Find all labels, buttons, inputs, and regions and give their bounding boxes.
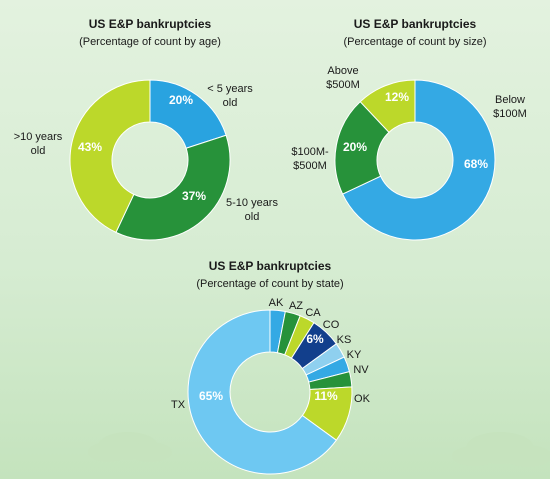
slice-value-label: 65% <box>199 389 223 403</box>
slice-label-line: KS <box>337 334 352 346</box>
donut-slice <box>115 134 231 241</box>
slice-label: KS <box>337 334 352 346</box>
slice-label: AK <box>269 297 284 309</box>
slice-label-line: >10 years <box>14 131 63 143</box>
slice-label-line: NV <box>353 364 369 376</box>
slice-label: < 5 years old <box>207 83 253 109</box>
slice-value-label: 6% <box>306 332 324 346</box>
slice-value-label: 68% <box>464 157 488 171</box>
slice-label-line: old <box>31 145 46 157</box>
slice-label-line: KY <box>347 349 362 361</box>
donut-chart-3: US E&P bankruptcies (Percentage of count … <box>171 259 371 475</box>
donut-slice <box>341 79 496 241</box>
slice-value-label: 20% <box>169 93 193 107</box>
chart-subtitle: (Percentage of count by size) <box>343 36 486 48</box>
slice-label: >10 years old <box>14 131 63 157</box>
slice-label: $100M- $500M <box>291 146 329 172</box>
slice-value-label: 20% <box>343 140 367 154</box>
slice-label-line: 5-10 years <box>226 197 278 209</box>
slice-label: OK <box>354 393 371 405</box>
slice-label-line: $100M <box>493 108 527 120</box>
slice-label-line: OK <box>354 393 371 405</box>
slice-label: 5-10 years old <box>226 197 278 223</box>
slice-value-label: 12% <box>385 90 409 104</box>
slice-label-line: $500M <box>293 160 327 172</box>
slice-label-line: $500M <box>326 79 360 91</box>
background-clouds <box>88 432 550 467</box>
slice-label-line: old <box>223 97 238 109</box>
slice-label: CA <box>305 307 321 319</box>
slice-label: NV <box>353 364 369 376</box>
slice-label: Above $500M <box>326 65 360 91</box>
slice-value-label: 43% <box>78 140 102 154</box>
chart-title: US E&P bankruptcies <box>89 17 212 31</box>
slice-label-line: < 5 years <box>207 83 253 95</box>
slice-value-label: 37% <box>182 189 206 203</box>
slice-value-label: 11% <box>314 389 338 403</box>
slice-label: Below $100M <box>493 94 527 120</box>
slice-label-line: AZ <box>289 300 303 312</box>
donut-chart-1: US E&P bankruptcies (Percentage of count … <box>14 17 278 241</box>
slice-label-line: CO <box>323 319 340 331</box>
slice-label: TX <box>171 399 186 411</box>
slice-label-line: Below <box>495 94 525 106</box>
chart-title: US E&P bankruptcies <box>209 259 332 273</box>
slice-label-line: TX <box>171 399 186 411</box>
donut-slice <box>187 309 338 475</box>
slice-label-line: AK <box>269 297 284 309</box>
chart-title: US E&P bankruptcies <box>354 17 477 31</box>
slice-label: KY <box>347 349 362 361</box>
donut-chart-2: US E&P bankruptcies (Percentage of count … <box>291 17 527 241</box>
slice-label: AZ <box>289 300 303 312</box>
chart-subtitle: (Percentage of count by age) <box>79 36 221 48</box>
donut-slice <box>69 79 151 234</box>
donut-slice <box>359 79 416 134</box>
chart-subtitle: (Percentage of count by state) <box>196 278 343 290</box>
slice-label-line: CA <box>305 307 321 319</box>
slice-label-line: $100M- <box>291 146 329 158</box>
slice-label-line: old <box>245 211 260 223</box>
slice-label: CO <box>323 319 340 331</box>
slice-label-line: Above <box>327 65 358 77</box>
